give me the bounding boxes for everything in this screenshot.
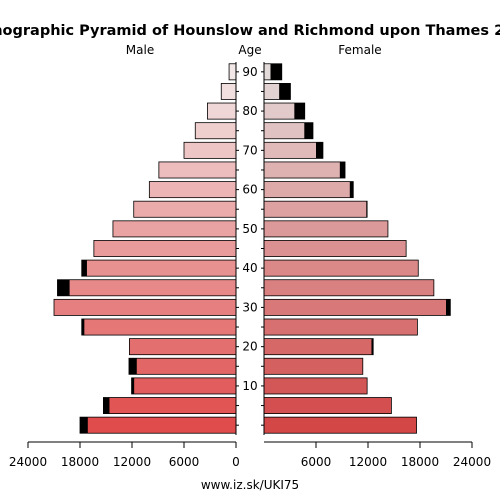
female-bar-35-39: [263, 279, 435, 297]
female-excess-55-59: [366, 201, 368, 218]
female-bar-65-69: [263, 161, 346, 179]
age-tick-label: 40: [242, 261, 257, 275]
x-tick-label: 6000: [301, 455, 332, 469]
female-excess-80-84: [294, 103, 305, 120]
male-excess-25-29: [81, 318, 85, 336]
female-bar-50-54: [263, 220, 389, 238]
source-label: www.iz.sk/UKI75: [201, 478, 299, 492]
male-excess-40-44: [81, 260, 87, 277]
male-bar-50-54: [112, 220, 237, 238]
female-excess-70-74: [316, 142, 323, 159]
male-bar-45-49: [93, 240, 237, 257]
male-excess-5-9: [103, 397, 110, 414]
chart-title: Demographic Pyramid of Hounslow and Rich…: [0, 23, 500, 39]
female-excess-85-89: [279, 83, 291, 100]
male-bar-0-4: [79, 416, 237, 434]
male-bar-60-64: [148, 181, 237, 199]
female-excess-90+: [270, 63, 282, 80]
age-tick-label: 70: [242, 143, 257, 157]
x-tick-label: 24000: [9, 455, 47, 469]
x-tick-label: 6000: [169, 455, 200, 469]
male-excess-0-4: [80, 417, 88, 434]
female-bar-60-64: [263, 181, 354, 199]
male-bar-30-34: [53, 298, 237, 316]
male-bar-40-44: [81, 259, 237, 277]
female-bar-5-9: [263, 397, 392, 415]
age-tick-label: 80: [242, 104, 257, 118]
male-bar-90+: [228, 63, 237, 81]
male-excess-10-14: [131, 377, 135, 394]
female-bar-40-44: [263, 259, 419, 277]
x-tick-label: 18000: [61, 455, 99, 469]
female-excess-75-79: [304, 122, 313, 139]
female-excess-20-24: [371, 338, 374, 355]
x-tick-label: 12000: [113, 455, 151, 469]
age-tick-label: 90: [242, 65, 257, 79]
male-bar-35-39: [57, 279, 237, 297]
male-excess-15-19: [128, 358, 137, 375]
female-label: Female: [338, 43, 381, 57]
male-bar-55-59: [133, 200, 237, 218]
male-label: Male: [126, 43, 154, 57]
male-bar-25-29: [81, 318, 237, 336]
male-bar-80-84: [206, 102, 237, 120]
age-tick-label: 30: [242, 300, 257, 314]
female-bar-70-74: [263, 141, 324, 159]
male-bar-5-9: [103, 397, 237, 415]
male-bar-65-69: [158, 161, 237, 179]
male-bar-20-24: [128, 338, 237, 356]
age-tick-label: 10: [242, 379, 257, 393]
bars-group: [53, 63, 451, 434]
female-bar-20-24: [263, 338, 374, 356]
male-bar-75-79: [194, 122, 237, 140]
female-excess-60-64: [349, 181, 354, 198]
age-label: Age: [238, 43, 261, 57]
female-excess-30-34: [446, 299, 451, 316]
female-bar-45-49: [263, 240, 407, 257]
male-bar-10-14: [131, 377, 237, 395]
male-bar-70-74: [183, 141, 237, 159]
age-tick-label: 20: [242, 340, 257, 354]
female-bar-55-59: [263, 200, 368, 218]
x-tick-label: 24000: [453, 455, 491, 469]
female-bar-0-4: [263, 416, 417, 434]
female-bar-25-29: [263, 318, 418, 336]
age-tick-label: 50: [242, 222, 257, 236]
x-tick-label: 18000: [401, 455, 439, 469]
x-tick-label: 12000: [349, 455, 387, 469]
female-excess-65-69: [339, 161, 346, 179]
x-tick-label: 0: [232, 455, 240, 469]
age-tick-label: 60: [242, 183, 257, 197]
female-bar-15-19: [263, 357, 364, 375]
male-bar-85-89: [220, 82, 237, 100]
female-bar-10-14: [263, 377, 368, 395]
male-bar-15-19: [128, 357, 237, 375]
axes-group: 10 20 30 40 50 60 70 80 90 24000 18000 12000 6000 0 60…: [9, 62, 491, 469]
female-bar-30-34: [263, 298, 451, 316]
male-excess-35-39: [57, 279, 70, 296]
